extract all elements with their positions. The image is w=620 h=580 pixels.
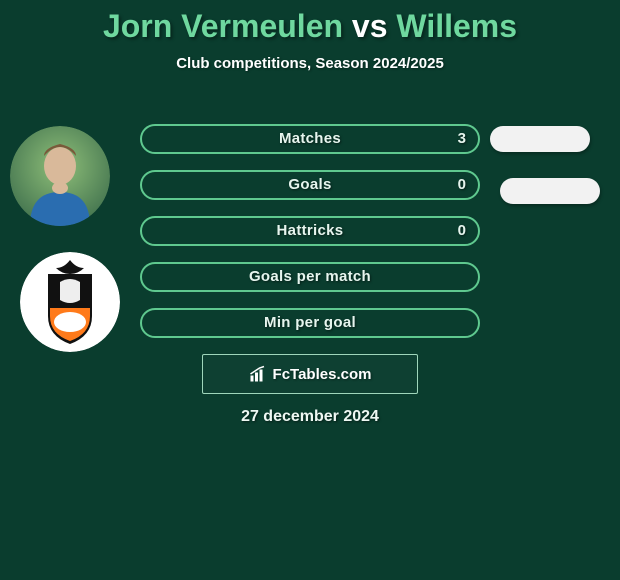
title-vs: vs [352,8,388,44]
stat-value: 3 [458,126,466,152]
stat-row-hattricks: Hattricks 0 [140,216,480,246]
stat-row-matches: Matches 3 [140,124,480,154]
subtitle: Club competitions, Season 2024/2025 [0,55,620,72]
stat-row-goals-per-match: Goals per match [140,262,480,292]
stat-label: Goals per match [142,264,478,290]
crest-icon [20,252,120,352]
brand-box[interactable]: FcTables.com [202,354,418,394]
date-text: 27 december 2024 [0,408,620,426]
side-pill-1 [490,126,590,152]
stat-value: 0 [458,172,466,198]
player1-name: Jorn Vermeulen [103,8,343,44]
player1-avatar [10,126,110,226]
stat-label: Min per goal [142,310,478,336]
avatar-player-icon [10,126,110,226]
comparison-title: Jorn Vermeulen vs Willems [0,0,620,45]
side-pill-2 [500,178,600,204]
stat-label: Goals [142,172,478,198]
stat-label: Hattricks [142,218,478,244]
player2-club-crest [20,252,120,352]
stat-row-min-per-goal: Min per goal [140,308,480,338]
player2-name: Willems [396,8,517,44]
bar-chart-icon [249,365,267,383]
stat-row-goals: Goals 0 [140,170,480,200]
brand-text: FcTables.com [273,366,372,383]
stat-label: Matches [142,126,478,152]
stat-value: 0 [458,218,466,244]
stats-container: Matches 3 Goals 0 Hattricks 0 Goals per … [140,124,480,354]
